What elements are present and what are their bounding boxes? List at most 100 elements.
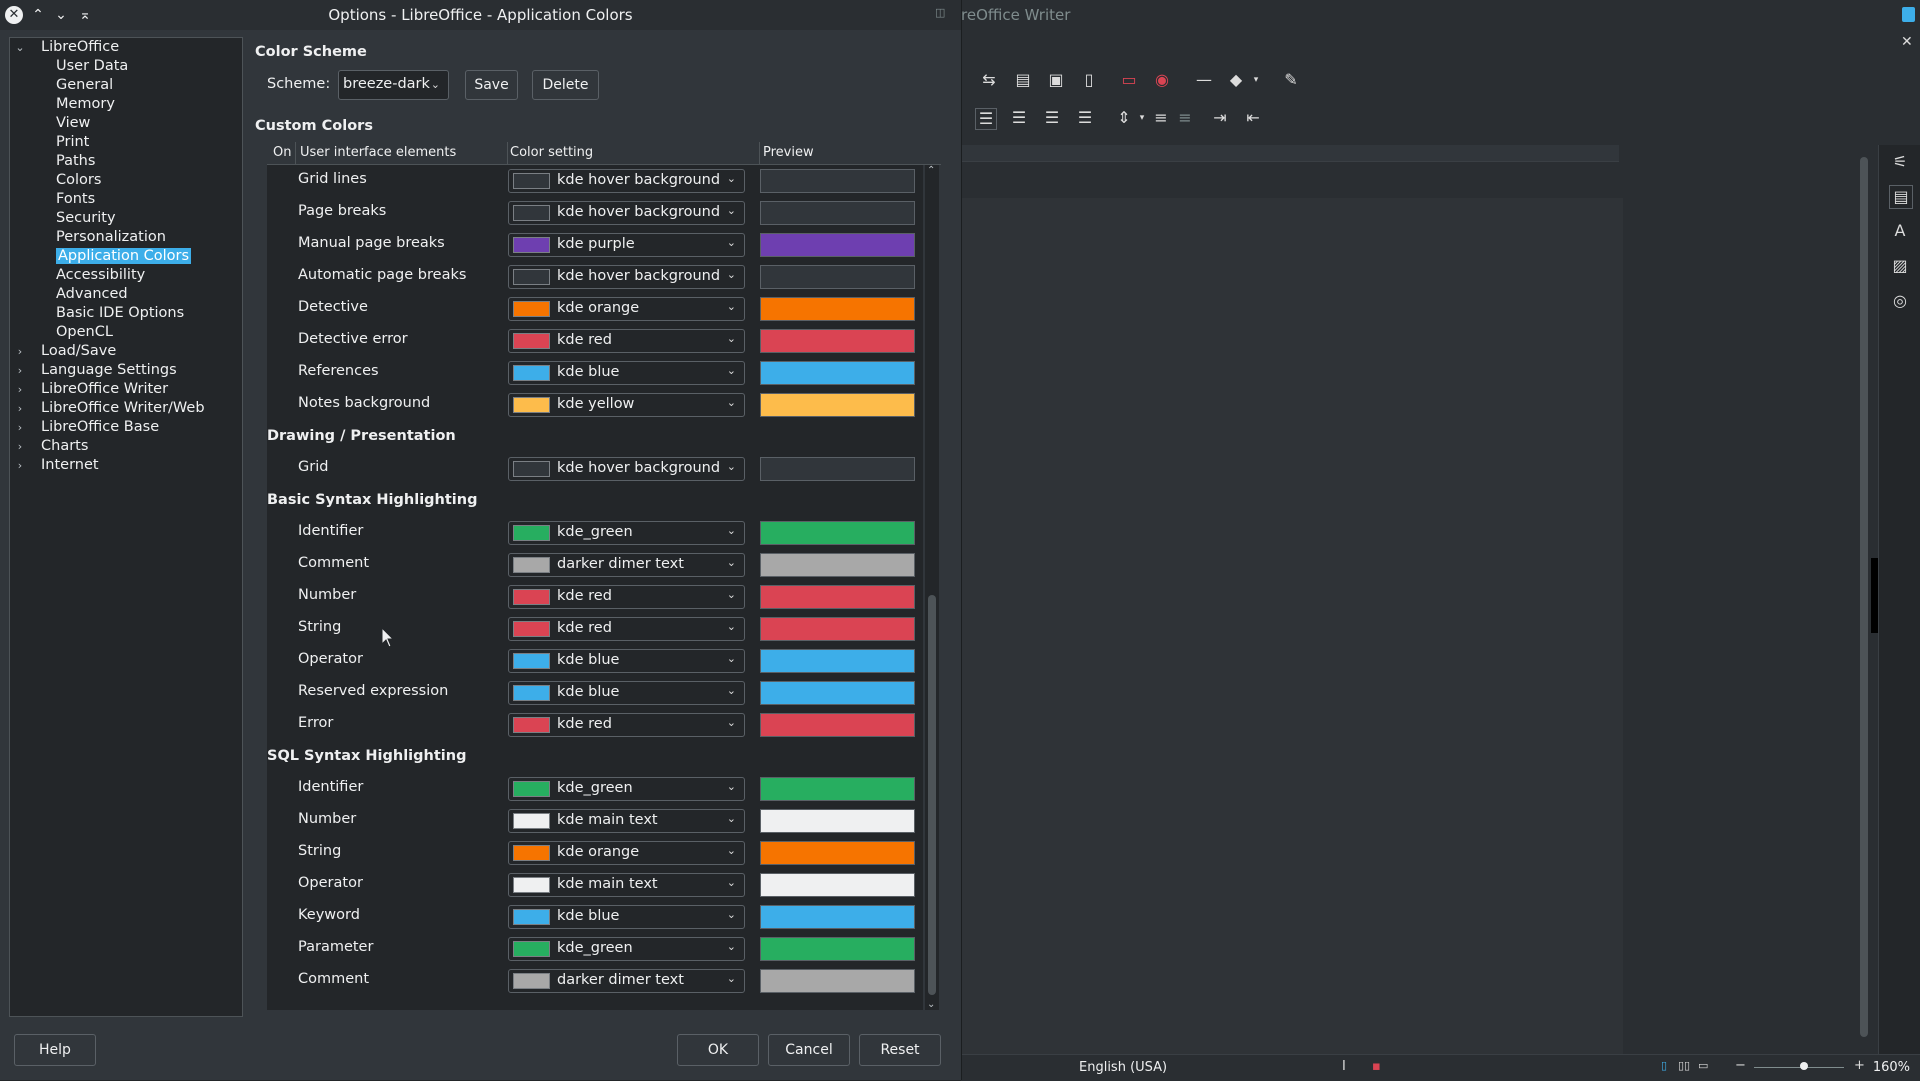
decrease-paragraph-spacing-icon[interactable]: ≡ [1178, 108, 1192, 127]
tree-item[interactable]: Personalization [56, 228, 166, 247]
color-setting-select[interactable]: kde red ⌄ [508, 329, 745, 353]
scheme-select[interactable]: breeze-dark ⌄ [338, 70, 449, 100]
color-setting-select[interactable]: kde red ⌄ [508, 585, 745, 609]
insert-footnote-icon[interactable]: ▣ [1048, 70, 1064, 89]
decrease-indent-icon[interactable]: ⇤ [1246, 108, 1260, 127]
draw-icon[interactable]: ✎ [1284, 70, 1298, 89]
tree-item[interactable]: User Data [56, 57, 128, 76]
tree-item[interactable]: › Internet [13, 456, 99, 475]
basic-shapes-icon[interactable]: ◆ [1229, 70, 1243, 89]
color-setting-select[interactable]: kde red ⌄ [508, 617, 745, 641]
tree-item[interactable]: Advanced [56, 285, 128, 304]
tree-item[interactable]: View [56, 114, 90, 133]
tree-item[interactable]: › Language Settings [13, 361, 177, 380]
column-on[interactable]: On [273, 145, 292, 160]
tree-item[interactable]: Security [56, 209, 116, 228]
tree-item[interactable]: Application Colors [56, 247, 192, 266]
color-setting-select[interactable]: kde hover background ⌄ [508, 201, 745, 225]
line-spacing-icon[interactable]: ⇕ [1117, 108, 1131, 127]
column-elements[interactable]: User interface elements [300, 145, 457, 160]
color-setting-select[interactable]: kde blue ⌄ [508, 905, 745, 929]
line-spacing-dropdown-icon[interactable]: ▾ [1139, 113, 1145, 123]
scroll-down-icon[interactable]: ⌄ [927, 999, 936, 1010]
window-menu-icon[interactable] [1902, 7, 1915, 22]
chevron-right-icon[interactable]: › [17, 402, 23, 415]
insert-header-icon[interactable]: ▤ [1015, 70, 1031, 89]
tree-item[interactable]: General [56, 76, 113, 95]
reset-button[interactable]: Reset [859, 1034, 941, 1066]
column-preview[interactable]: Preview [763, 145, 814, 160]
single-page-view-icon[interactable]: ▯ [1661, 1059, 1668, 1072]
tree-item[interactable]: Memory [56, 95, 115, 114]
tree-item[interactable]: › LibreOffice Writer/Web [13, 399, 205, 418]
cancel-button[interactable]: Cancel [768, 1034, 850, 1066]
align-left-icon[interactable]: ☰ [975, 108, 997, 130]
shapes-dropdown-icon[interactable]: ▾ [1253, 75, 1259, 85]
zoom-in-icon[interactable]: + [1854, 1058, 1865, 1073]
track-changes-icon[interactable]: ◉ [1155, 70, 1169, 89]
chevron-down-icon[interactable]: ⌄ [15, 41, 25, 54]
scroll-up-icon[interactable]: ⌃ [927, 165, 936, 176]
maximize-icon[interactable]: ⌅ [79, 7, 91, 23]
navigator-icon[interactable]: ◎ [1893, 291, 1907, 310]
tree-item[interactable]: › LibreOffice Writer [13, 380, 168, 399]
sidebar-collapse-handle[interactable] [1871, 558, 1878, 633]
delete-button[interactable]: Delete [532, 70, 599, 100]
help-button[interactable]: Help [14, 1034, 96, 1066]
properties-icon[interactable]: ⚟ [1892, 152, 1908, 171]
align-right-icon[interactable]: ☰ [1044, 108, 1060, 127]
color-setting-select[interactable]: kde blue ⌄ [508, 681, 745, 705]
chevron-right-icon[interactable]: › [17, 383, 23, 396]
multi-page-view-icon[interactable]: ▯▯ [1678, 1059, 1691, 1072]
color-setting-select[interactable]: kde yellow ⌄ [508, 393, 745, 417]
colors-scrollbar[interactable]: ⌃ ⌄ [925, 165, 939, 1010]
language-status[interactable]: English (USA) [1079, 1060, 1168, 1075]
tree-item[interactable]: Paths [56, 152, 95, 171]
tree-item[interactable]: Print [56, 133, 89, 152]
chevron-up-icon[interactable]: ⌃ [32, 7, 44, 23]
colors-scrollbar-thumb[interactable] [928, 595, 936, 995]
tree-item[interactable]: › LibreOffice Base [13, 418, 159, 437]
align-center-icon[interactable]: ☰ [1011, 108, 1027, 127]
insert-bookmark-icon[interactable]: ▯ [1084, 70, 1094, 89]
color-setting-select[interactable]: kde purple ⌄ [508, 233, 745, 257]
color-setting-select[interactable]: darker dimer text ⌄ [508, 553, 745, 577]
justify-icon[interactable]: ☰ [1077, 108, 1093, 127]
close-icon[interactable]: ✕ [5, 6, 23, 24]
tree-item[interactable]: Accessibility [56, 266, 145, 285]
color-setting-select[interactable]: kde hover background ⌄ [508, 169, 745, 193]
document-modified-icon[interactable]: ▪ [1372, 1059, 1381, 1074]
pin-icon[interactable]: ◫ [935, 6, 946, 19]
zoom-slider-handle[interactable] [1800, 1062, 1808, 1070]
zoom-slider[interactable] [1754, 1067, 1844, 1068]
increase-indent-icon[interactable]: ⇥ [1213, 108, 1227, 127]
selection-mode-icon[interactable]: I [1342, 1059, 1346, 1074]
color-setting-select[interactable]: kde_green ⌄ [508, 521, 745, 545]
color-setting-select[interactable]: kde blue ⌄ [508, 361, 745, 385]
color-setting-select[interactable]: kde hover background ⌄ [508, 457, 745, 481]
chevron-right-icon[interactable]: › [17, 364, 23, 377]
color-setting-select[interactable]: kde blue ⌄ [508, 649, 745, 673]
tree-item[interactable]: › Load/Save [13, 342, 116, 361]
gallery-icon[interactable]: ▨ [1892, 256, 1908, 275]
insert-field-icon[interactable]: ⇆ [982, 70, 996, 89]
insert-line-icon[interactable]: — [1196, 70, 1212, 89]
horizontal-ruler[interactable] [961, 145, 1619, 162]
chevron-down-icon[interactable]: ⌄ [55, 7, 67, 23]
column-setting[interactable]: Color setting [510, 145, 594, 160]
insert-comment-icon[interactable]: ▭ [1121, 70, 1137, 89]
tree-item[interactable]: › Charts [13, 437, 89, 456]
document-scrollbar-thumb[interactable] [1860, 157, 1868, 1037]
color-setting-select[interactable]: kde orange ⌄ [508, 297, 745, 321]
styles-icon[interactable]: A [1894, 221, 1906, 240]
tree-item[interactable]: Fonts [56, 190, 95, 209]
color-setting-select[interactable]: kde_green ⌄ [508, 777, 745, 801]
zoom-out-icon[interactable]: − [1735, 1058, 1746, 1073]
ok-button[interactable]: OK [677, 1034, 759, 1066]
chevron-right-icon[interactable]: › [17, 345, 23, 358]
color-setting-select[interactable]: kde main text ⌄ [508, 809, 745, 833]
chevron-right-icon[interactable]: › [17, 421, 23, 434]
close-document-icon[interactable]: ✕ [1901, 34, 1913, 50]
color-setting-select[interactable]: kde red ⌄ [508, 713, 745, 737]
tree-item[interactable]: Colors [56, 171, 101, 190]
